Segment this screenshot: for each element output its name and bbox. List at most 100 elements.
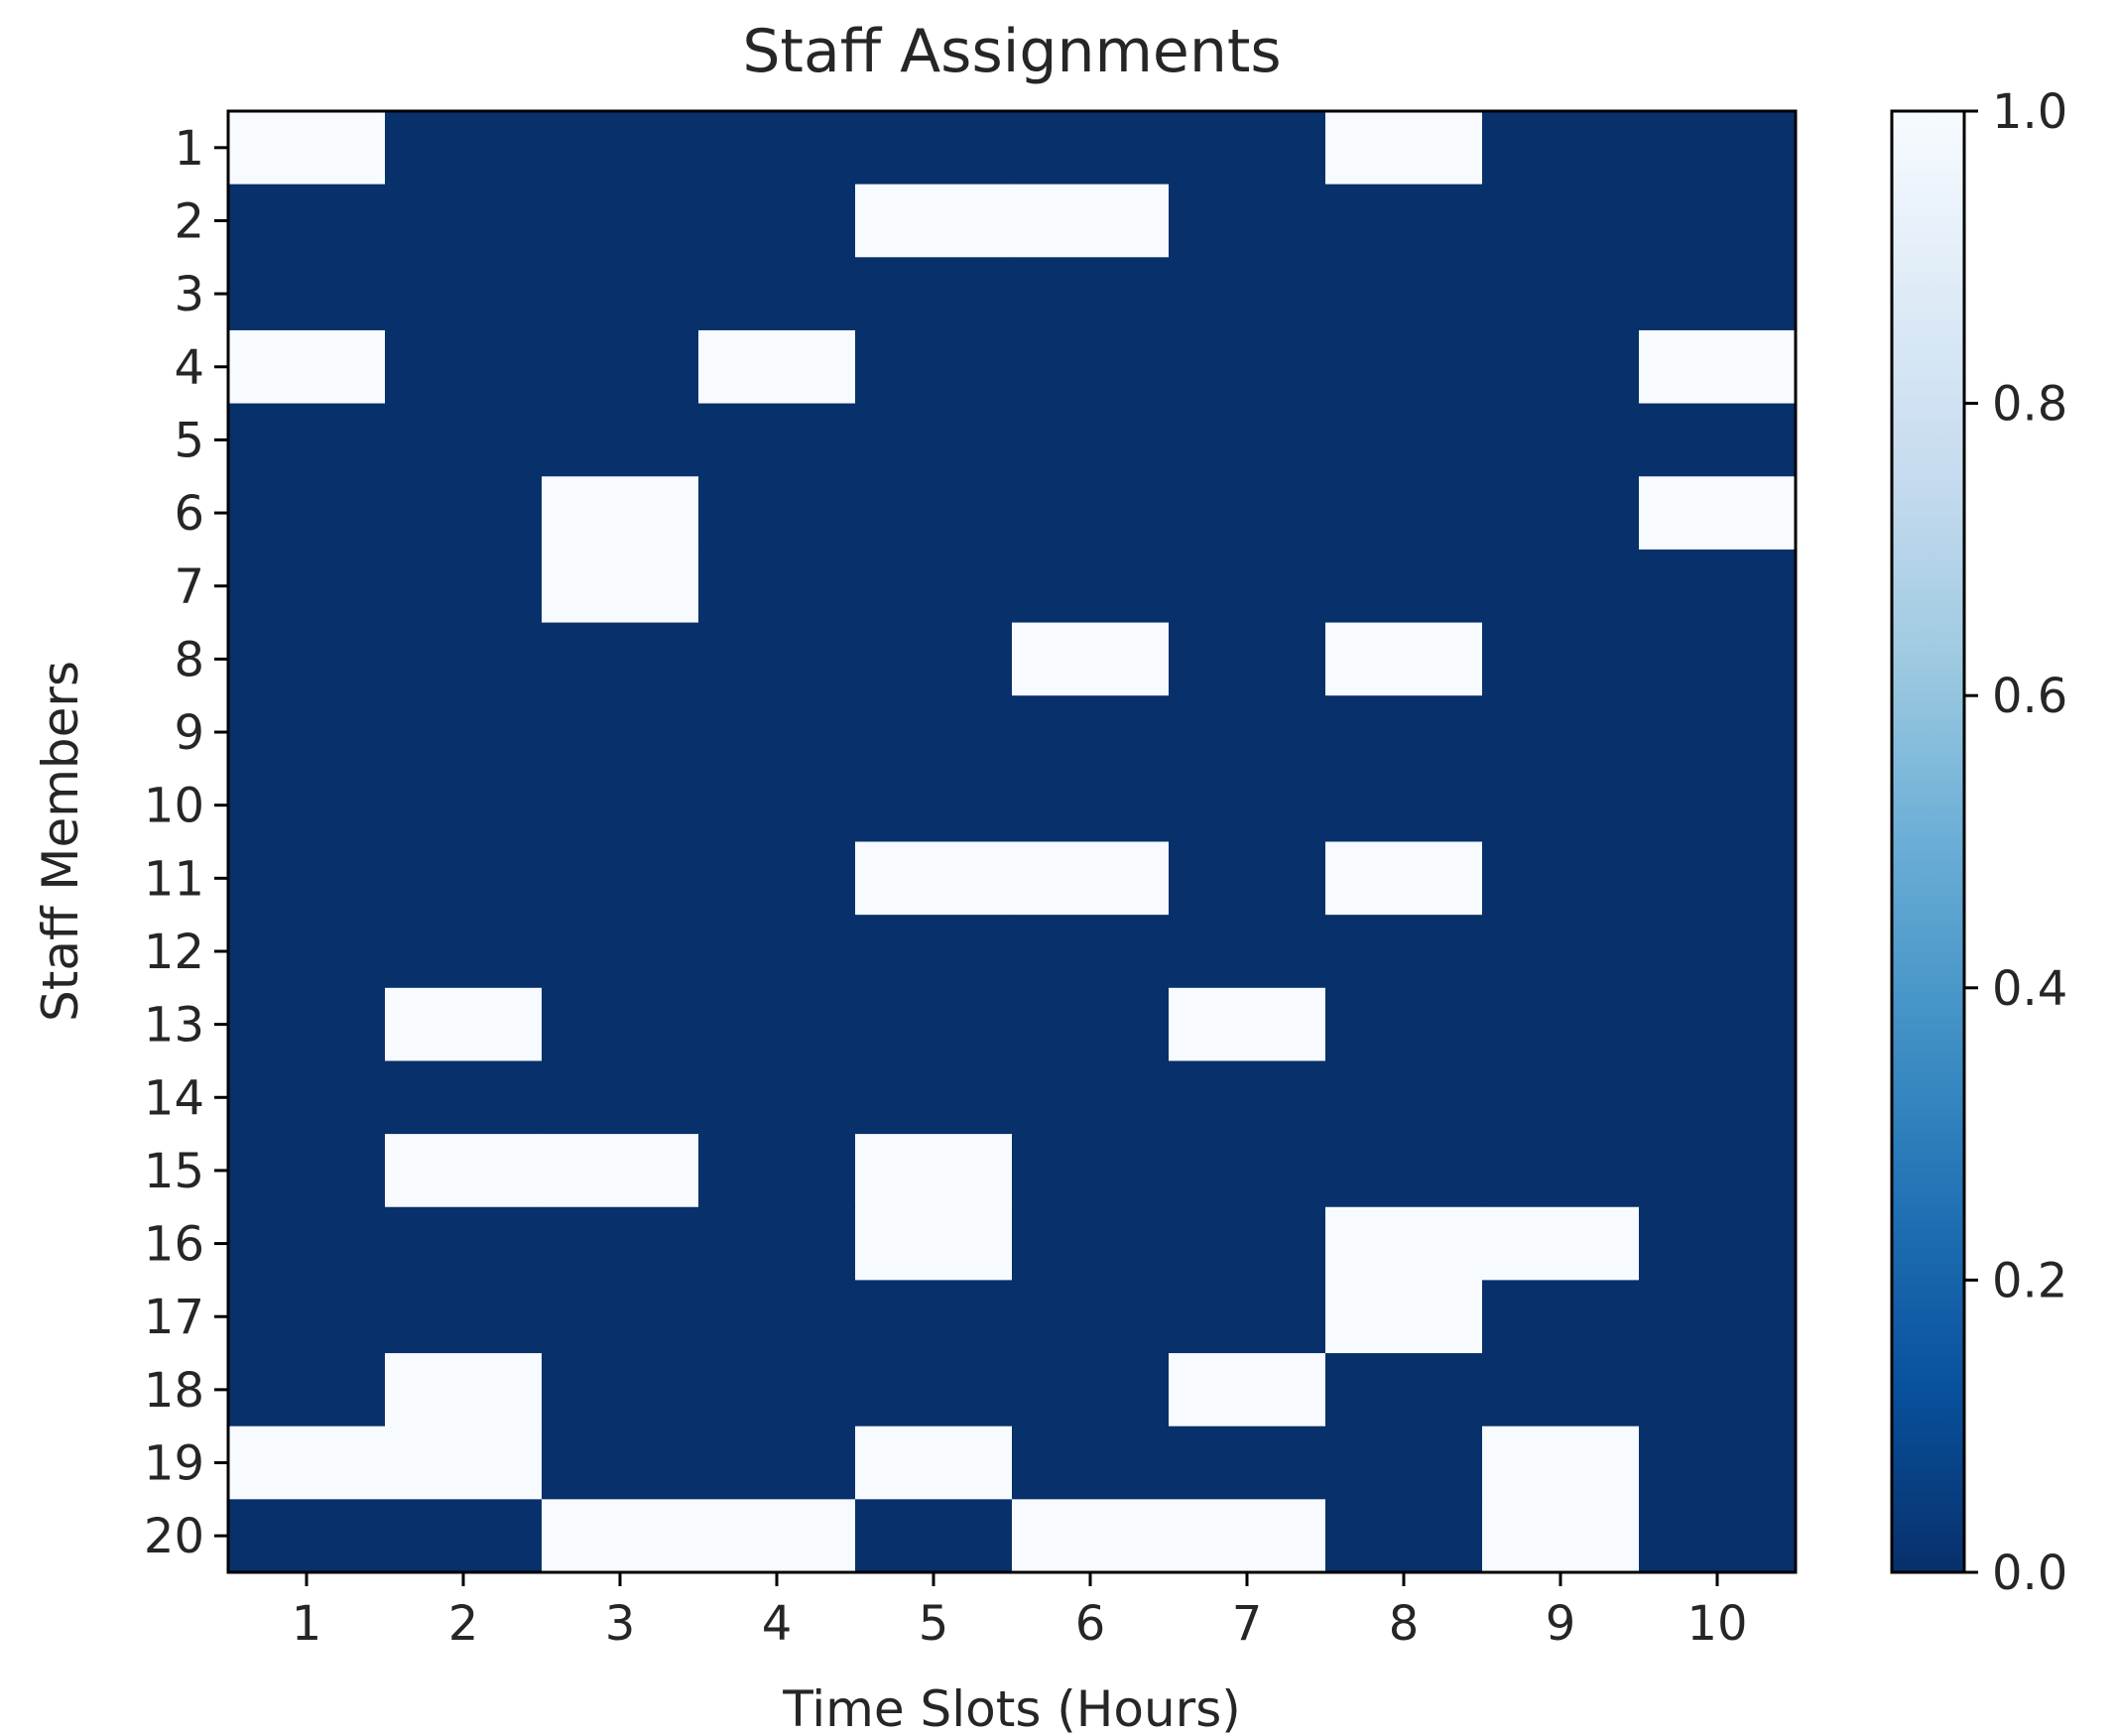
y-tick-label: 8 [174,632,204,687]
y-tick-label: 18 [144,1363,204,1419]
heatmap-cell-r5-c7 [1169,403,1326,477]
heatmap-cell-r7-c6 [1012,549,1170,624]
heatmap-cell-r19-c5 [855,1426,1013,1500]
heatmap-cell-r17-c6 [1012,1280,1170,1354]
heatmap-cell-r9-c3 [542,695,699,770]
heatmap-cell-r5-c4 [698,403,856,477]
heatmap-cell-r6-c2 [385,476,543,551]
heatmap-cell-r1-c5 [855,111,1013,186]
x-tick-label: 1 [292,1596,322,1652]
heatmap-cell-r4-c9 [1482,329,1640,405]
heatmap-cell-r8-c2 [385,622,543,696]
heatmap-cell-r14-c9 [1482,1060,1640,1135]
heatmap-cell-r9-c9 [1482,695,1640,770]
heatmap-cell-r9-c5 [855,695,1013,770]
heatmap-cell-r10-c5 [855,768,1013,843]
heatmap-cell-r15-c7 [1169,1134,1326,1208]
heatmap-cell-r5-c10 [1639,403,1797,477]
y-tick-label: 1 [174,121,204,177]
heatmap-cell-r15-c5 [855,1134,1013,1208]
heatmap-cell-r13-c2 [385,987,543,1062]
heatmap-cell-r14-c5 [855,1060,1013,1135]
heatmap-cell-r14-c6 [1012,1060,1170,1135]
y-tick-label: 4 [174,340,204,396]
heatmap-cell-r9-c6 [1012,695,1170,770]
x-tick-label: 7 [1232,1596,1263,1652]
x-tick-label: 8 [1389,1596,1420,1652]
y-tick-label: 20 [144,1509,204,1564]
heatmap-cell-r20-c1 [228,1499,386,1573]
heatmap-cell-r15-c1 [228,1134,386,1208]
x-tick-label: 2 [448,1596,479,1652]
heatmap-cell-r13-c5 [855,987,1013,1062]
heatmap-cell-r16-c4 [698,1206,856,1281]
heatmap-cell-r4-c4 [698,329,856,405]
heatmap-cell-r8-c8 [1325,622,1483,696]
x-axis-label: Time Slots (Hours) [782,1680,1241,1736]
heatmap-cell-r13-c8 [1325,987,1483,1062]
plot-frame [226,109,1798,1574]
heatmap-cell-r17-c1 [228,1280,386,1354]
heatmap-cell-r2-c3 [542,184,699,258]
heatmap-cell-r18-c10 [1639,1353,1797,1427]
heatmap-cell-r18-c5 [855,1353,1013,1427]
heatmap-cell-r18-c6 [1012,1353,1170,1427]
heatmap-cell-r10-c3 [542,768,699,843]
heatmap-cell-r14-c10 [1639,1060,1797,1135]
heatmap-cell-r2-c8 [1325,184,1483,258]
heatmap-cell-r18-c4 [698,1353,856,1427]
heatmap-cell-r1-c2 [385,111,543,186]
heatmap-cell-r20-c7 [1169,1499,1326,1573]
y-tick-label: 12 [144,925,204,980]
heatmap-cell-r19-c3 [542,1426,699,1500]
heatmap-cell-r12-c9 [1482,915,1640,989]
heatmap-cell-r19-c1 [228,1426,386,1500]
heatmap-cell-r14-c3 [542,1060,699,1135]
heatmap-cell-r4-c7 [1169,329,1326,405]
heatmap-cell-r13-c7 [1169,987,1326,1062]
heatmap-cell-r6-c5 [855,476,1013,551]
colorbar-tick-label: 0.2 [1992,1253,2067,1308]
heatmap-cell-r1-c3 [542,111,699,186]
heatmap-cell-r13-c6 [1012,987,1170,1062]
heatmap-cell-r16-c7 [1169,1206,1326,1281]
heatmap-cell-r6-c10 [1639,476,1797,551]
heatmap-cell-r15-c2 [385,1134,543,1208]
heatmap-cell-r9-c4 [698,695,856,770]
heatmap-cell-r8-c7 [1169,622,1326,696]
heatmap-cell-r18-c2 [385,1353,543,1427]
heatmap-cell-r14-c7 [1169,1060,1326,1135]
heatmap-cell-r4-c1 [228,329,386,405]
heatmap-cell-r18-c7 [1169,1353,1326,1427]
heatmap-cell-r8-c5 [855,622,1013,696]
y-axis-label: Staff Members [32,661,89,1022]
heatmap-cell-r16-c2 [385,1206,543,1281]
heatmap-cells [228,111,1797,1573]
heatmap-cell-r17-c9 [1482,1280,1640,1354]
heatmap-cell-r7-c5 [855,549,1013,624]
heatmap-cell-r13-c3 [542,987,699,1062]
heatmap-cell-r20-c8 [1325,1499,1483,1573]
heatmap-cell-r15-c3 [542,1134,699,1208]
heatmap-cell-r19-c2 [385,1426,543,1500]
heatmap-cell-r2-c10 [1639,184,1797,258]
heatmap-cell-r2-c2 [385,184,543,258]
heatmap-cell-r3-c3 [542,257,699,331]
heatmap-cell-r20-c6 [1012,1499,1170,1573]
heatmap-cell-r6-c3 [542,476,699,551]
heatmap-cell-r2-c5 [855,184,1013,258]
heatmap-cell-r13-c10 [1639,987,1797,1062]
y-tick-label: 19 [144,1436,204,1492]
x-tick-label: 3 [605,1596,636,1652]
heatmap-cell-r20-c4 [698,1499,856,1573]
heatmap-cell-r12-c6 [1012,915,1170,989]
heatmap-cell-r7-c9 [1482,549,1640,624]
heatmap-cell-r5-c3 [542,403,699,477]
heatmap-cell-r14-c4 [698,1060,856,1135]
heatmap-cell-r5-c2 [385,403,543,477]
heatmap-cell-r11-c6 [1012,841,1170,916]
heatmap-cell-r13-c1 [228,987,386,1062]
heatmap-cell-r4-c2 [385,329,543,405]
heatmap-cell-r12-c8 [1325,915,1483,989]
heatmap-cell-r7-c8 [1325,549,1483,624]
